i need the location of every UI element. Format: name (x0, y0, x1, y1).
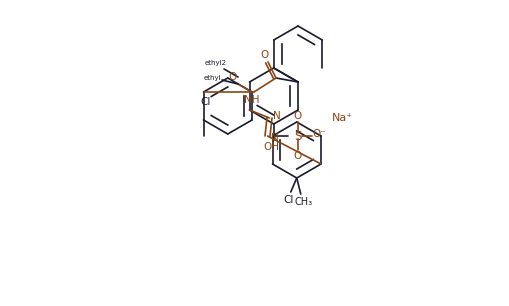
Text: ethyl2: ethyl2 (205, 60, 227, 66)
Text: O: O (229, 72, 237, 82)
Text: S: S (294, 129, 301, 143)
Text: O: O (293, 111, 302, 121)
Text: OH: OH (264, 142, 280, 152)
Text: Cl: Cl (201, 97, 211, 107)
Text: O: O (261, 50, 269, 60)
Text: NH: NH (244, 95, 260, 105)
Text: N: N (273, 111, 280, 121)
Text: ethyl: ethyl (203, 75, 221, 81)
Text: Na⁺: Na⁺ (332, 113, 353, 123)
Text: O: O (293, 151, 302, 161)
Text: CH₃: CH₃ (295, 197, 313, 207)
Text: N: N (271, 133, 278, 143)
Text: O⁻: O⁻ (313, 129, 326, 139)
Text: Cl: Cl (284, 195, 294, 205)
